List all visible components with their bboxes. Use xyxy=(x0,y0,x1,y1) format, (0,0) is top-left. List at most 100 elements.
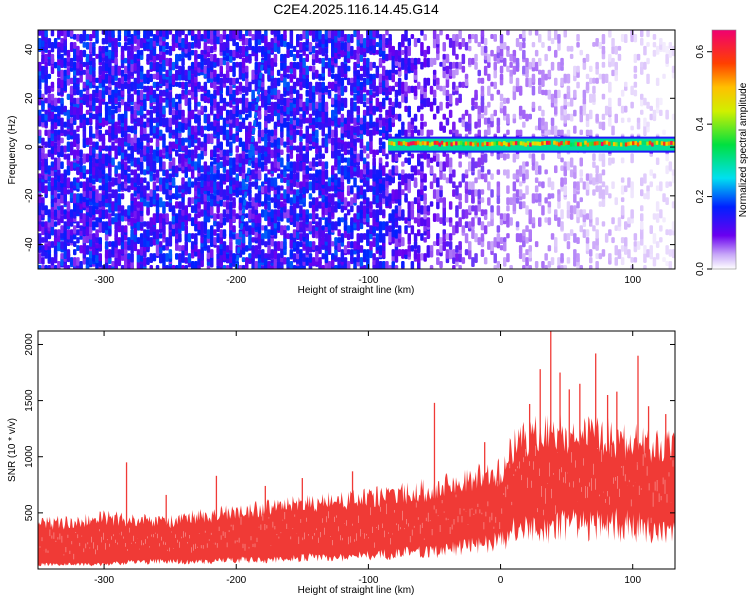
spectrogram-cell xyxy=(85,225,90,235)
spectrogram-cell xyxy=(162,161,166,170)
spectrogram-cell xyxy=(155,69,160,81)
spectrogram-cell xyxy=(203,173,208,182)
spectrogram-cell xyxy=(251,225,255,235)
spectrogram-cell xyxy=(213,53,217,63)
spectrogram-cell xyxy=(136,157,141,165)
spectrogram-cell xyxy=(283,117,287,128)
spectrogram-cell xyxy=(305,233,309,240)
spectrogram-cell xyxy=(162,117,166,126)
spectrogram-cell xyxy=(350,34,354,44)
spectrogram-cell xyxy=(337,137,341,143)
spectrogram-cell xyxy=(60,57,64,69)
spectrogram-cell xyxy=(270,209,274,219)
spectrogram-cell xyxy=(372,121,376,128)
spectrogram-cell xyxy=(356,185,360,192)
spectrogram-cell xyxy=(73,53,77,62)
spectrogram-cell xyxy=(60,161,64,169)
spectrogram-cell xyxy=(340,77,345,87)
spectrogram-cell xyxy=(232,89,236,98)
spectrogram-cell xyxy=(210,133,214,144)
spectrogram-cell xyxy=(181,137,185,146)
spectrogram-cell xyxy=(216,73,220,83)
spectrogram-cell xyxy=(92,233,96,242)
spectrogram-cell xyxy=(385,53,389,62)
spectrogram-cell xyxy=(92,157,96,168)
spectrogram-cell xyxy=(124,233,128,241)
spectrogram-cell xyxy=(397,49,402,56)
spectrogram-cell xyxy=(98,73,102,83)
spectrogram-cell xyxy=(350,105,354,115)
spectrogram-cell xyxy=(407,57,411,67)
spectrogram-cell xyxy=(111,241,115,247)
spectrogram-cell xyxy=(350,217,354,226)
spectrogram-cell xyxy=(60,38,64,44)
spectrogram-cell xyxy=(417,229,421,237)
spectrogram-cell xyxy=(219,125,223,135)
spectrogram-cell xyxy=(407,85,411,94)
spectrogram-cell xyxy=(130,105,134,115)
spectrogram-cell xyxy=(95,53,99,59)
spectrogram-cell xyxy=(238,197,243,203)
spectrogram-cell xyxy=(397,173,402,181)
spectrogram-cell xyxy=(181,109,185,117)
spectrogram-cell xyxy=(187,97,192,106)
chart-title: C2E4.2025.116.14.45.G14 xyxy=(273,1,439,17)
spectrogram-cell xyxy=(296,34,300,42)
spectrogram-cell xyxy=(280,225,284,236)
spectrogram-cell xyxy=(391,209,395,219)
spectrogram-cell xyxy=(200,125,204,134)
spectrogram-cell xyxy=(286,225,290,231)
spectrogram-cell xyxy=(178,209,182,217)
spectrogram-cell xyxy=(359,209,364,219)
spectrogram-cell xyxy=(219,141,223,151)
spectrogram-cell xyxy=(162,73,166,80)
spectrogram-cell xyxy=(89,34,93,42)
spectrogram-cell xyxy=(47,73,52,80)
spectrogram-cell xyxy=(63,193,67,202)
spectrogram-cell xyxy=(133,89,138,95)
spectrogram-cell xyxy=(187,197,192,206)
spectrogram-cell xyxy=(382,189,386,199)
spectrogram-cell xyxy=(178,65,182,75)
spectrogram-cell xyxy=(203,161,208,170)
spectrogram-cell xyxy=(372,253,376,261)
spectrogram-cell xyxy=(139,245,144,254)
spectrogram-cell xyxy=(369,73,373,82)
spectrogram-cell xyxy=(57,117,61,127)
spectrogram-cell xyxy=(369,61,373,71)
spectrogram-cell xyxy=(391,101,395,107)
spectrogram-cell xyxy=(203,57,208,66)
spectrogram-cell xyxy=(270,149,274,159)
spectrogram-cell xyxy=(248,129,252,139)
spectrogram-cell xyxy=(111,157,115,166)
spectrogram-cell xyxy=(324,30,329,40)
spectrogram-cell xyxy=(187,65,192,71)
spectrogram-cell xyxy=(429,157,434,164)
spectrogram-cell xyxy=(41,245,45,251)
spectrogram-cell xyxy=(203,105,208,113)
spectrogram-cell xyxy=(254,141,259,149)
spectrogram-cell xyxy=(407,38,411,47)
spectrogram-cell xyxy=(270,237,274,247)
spectrogram-cell xyxy=(165,201,169,207)
spectrogram-cell xyxy=(41,65,45,75)
spectrogram-cell xyxy=(375,49,380,55)
spectrogram-cell xyxy=(331,129,335,138)
spectrogram-cell xyxy=(197,229,201,236)
spectrogram-cell xyxy=(267,113,271,124)
spectrogram-cell xyxy=(251,181,255,187)
spectrogram-cell xyxy=(104,101,109,112)
spectrogram-cell xyxy=(175,241,179,251)
spectrogram-cell xyxy=(146,85,150,92)
spectrogram-cell xyxy=(350,249,354,256)
spectrogram-cell xyxy=(394,97,399,108)
spectrogram-cell xyxy=(216,101,220,110)
spectrogram-cell xyxy=(273,30,278,37)
spectrogram-cell xyxy=(267,42,271,51)
spectrogram-cell xyxy=(254,261,259,269)
spectrogram-cell xyxy=(92,205,96,216)
spectrogram-cell xyxy=(101,77,106,88)
spectrogram-cell xyxy=(165,30,169,40)
spectrogram-cell xyxy=(369,30,373,40)
spectrogram-cell xyxy=(225,34,230,41)
